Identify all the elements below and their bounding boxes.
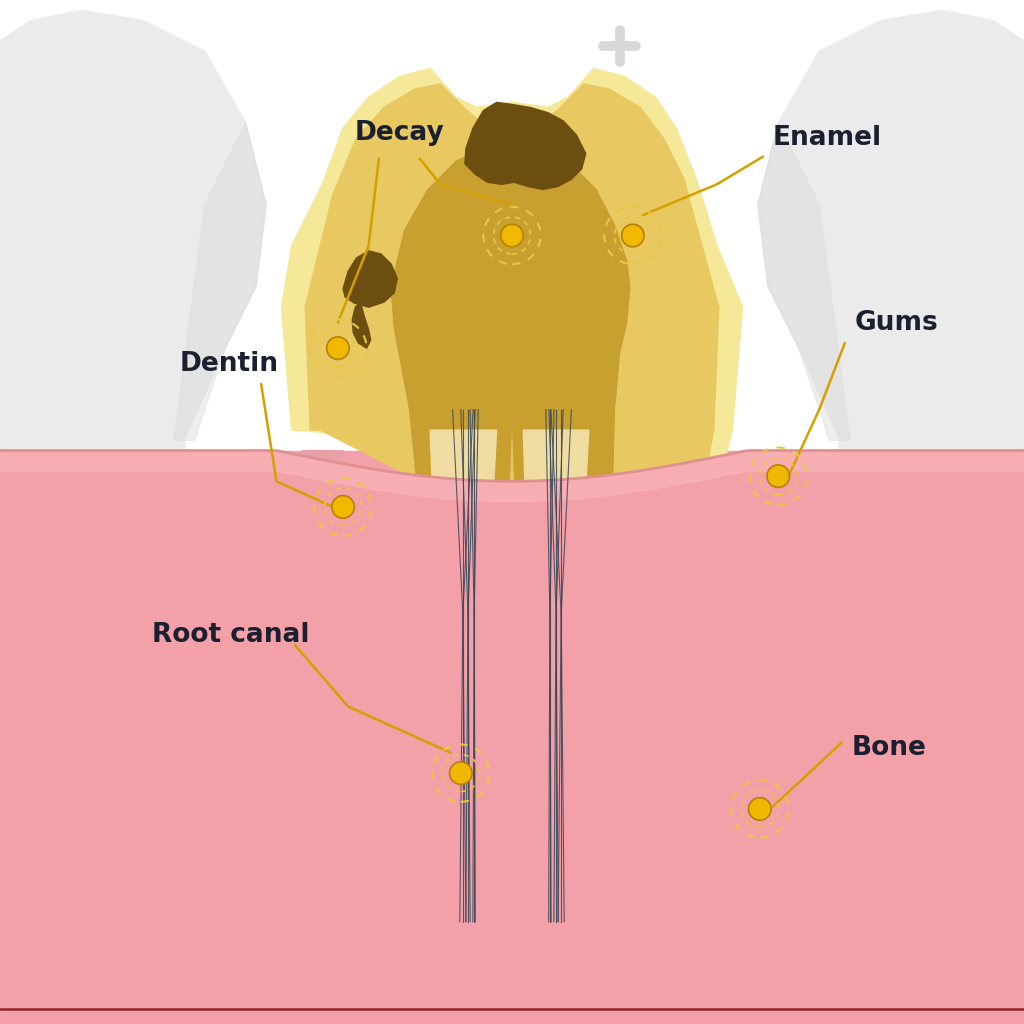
Circle shape	[450, 762, 472, 784]
Polygon shape	[0, 451, 1024, 1024]
Circle shape	[501, 224, 523, 247]
Polygon shape	[676, 451, 753, 1014]
Polygon shape	[430, 430, 497, 983]
Polygon shape	[0, 440, 205, 1024]
Polygon shape	[305, 84, 719, 1004]
Text: Dentin: Dentin	[179, 350, 279, 377]
Polygon shape	[523, 430, 589, 983]
Circle shape	[749, 798, 771, 820]
Polygon shape	[0, 451, 1024, 502]
Polygon shape	[343, 251, 397, 307]
Polygon shape	[271, 451, 348, 1014]
Polygon shape	[465, 102, 586, 189]
Circle shape	[622, 224, 644, 247]
Polygon shape	[282, 69, 742, 430]
Text: Bone: Bone	[852, 734, 927, 761]
Text: Root canal: Root canal	[152, 622, 309, 648]
Polygon shape	[271, 451, 338, 1014]
Text: Enamel: Enamel	[773, 125, 883, 152]
Circle shape	[327, 337, 349, 359]
Polygon shape	[282, 69, 742, 1014]
Circle shape	[767, 465, 790, 487]
Polygon shape	[82, 717, 942, 1024]
Polygon shape	[391, 143, 630, 993]
Polygon shape	[758, 10, 1024, 451]
Polygon shape	[778, 451, 1024, 1024]
Polygon shape	[819, 440, 1024, 1024]
Polygon shape	[352, 302, 371, 348]
Polygon shape	[0, 451, 246, 1024]
Polygon shape	[758, 123, 850, 440]
Polygon shape	[0, 10, 266, 451]
Polygon shape	[174, 123, 266, 440]
Circle shape	[332, 496, 354, 518]
Polygon shape	[686, 451, 753, 1014]
Text: Gums: Gums	[855, 309, 939, 336]
Text: Decay: Decay	[354, 120, 444, 146]
